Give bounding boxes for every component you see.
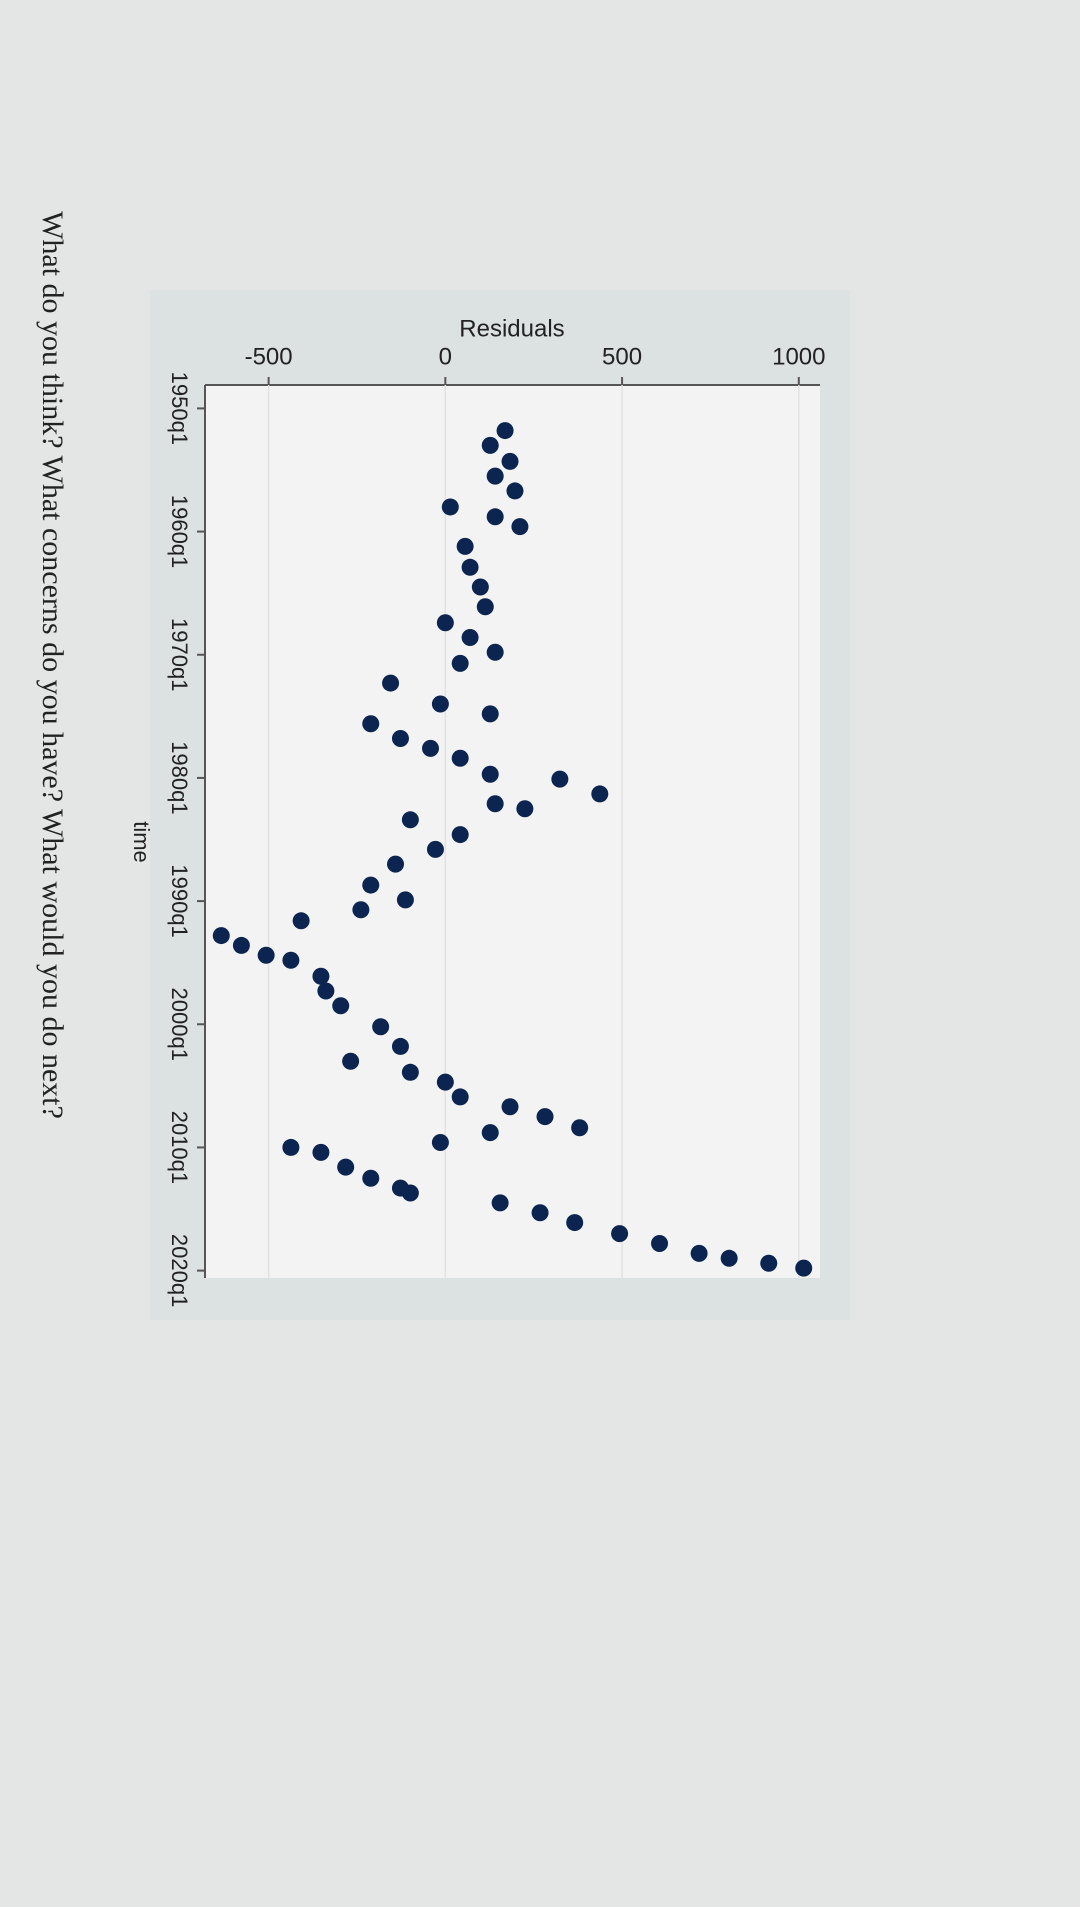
data-point	[536, 1108, 554, 1126]
data-point	[486, 467, 504, 485]
x-tick-label: 2000q1	[167, 988, 192, 1061]
data-point	[451, 749, 469, 767]
data-point	[401, 811, 419, 829]
data-point	[760, 1254, 778, 1272]
data-point	[511, 518, 529, 536]
data-point	[362, 715, 380, 733]
y-tick-label: 0	[439, 343, 452, 370]
data-point	[337, 1158, 355, 1176]
data-point	[476, 598, 494, 616]
data-point	[401, 1184, 419, 1202]
x-tick-label: 1980q1	[167, 741, 192, 814]
data-point	[451, 654, 469, 672]
data-point	[312, 1143, 330, 1161]
data-point	[611, 1225, 629, 1243]
data-point	[391, 730, 409, 748]
data-point	[456, 537, 474, 555]
data-point	[422, 739, 439, 757]
data-point	[352, 901, 370, 919]
question-text: What do you think? What concerns do you …	[36, 211, 69, 1119]
x-axis-label: time	[129, 821, 154, 863]
data-point	[431, 1134, 449, 1152]
data-point	[426, 840, 444, 858]
y-tick-label: -500	[245, 343, 293, 370]
data-point	[651, 1235, 669, 1253]
data-point	[436, 1073, 454, 1091]
data-point	[342, 1052, 360, 1070]
data-point	[486, 508, 504, 526]
data-point	[396, 891, 414, 909]
x-tick-label: 2020q1	[167, 1234, 192, 1307]
data-point	[431, 695, 449, 713]
data-point	[481, 705, 499, 723]
x-tick-label: 2010q1	[167, 1111, 192, 1184]
data-point	[501, 452, 519, 470]
data-point	[481, 1124, 499, 1142]
data-point	[257, 946, 275, 964]
data-point	[362, 1169, 380, 1187]
y-tick-label: 1000	[772, 343, 825, 370]
data-point	[282, 1138, 300, 1156]
data-point	[461, 558, 479, 576]
data-point	[506, 482, 524, 500]
data-point	[531, 1204, 549, 1222]
data-point	[282, 951, 300, 969]
plot-area	[205, 385, 820, 1278]
data-point	[566, 1214, 584, 1232]
data-point	[362, 876, 380, 894]
data-point	[382, 674, 400, 692]
x-tick-label: 1990q1	[167, 864, 192, 937]
data-point	[551, 770, 569, 788]
data-point	[516, 800, 534, 818]
data-point	[372, 1018, 390, 1036]
data-point	[391, 1037, 409, 1055]
y-tick-label: 500	[602, 343, 642, 370]
data-point	[486, 795, 504, 813]
data-point	[212, 927, 230, 945]
data-point	[591, 785, 609, 803]
data-point	[461, 629, 479, 647]
data-point	[317, 982, 335, 1000]
data-point	[401, 1063, 419, 1081]
data-point	[795, 1259, 813, 1277]
data-point	[481, 436, 499, 454]
data-point	[451, 826, 469, 844]
data-point	[720, 1249, 738, 1267]
x-tick-label: 1960q1	[167, 495, 192, 568]
data-point	[436, 614, 454, 632]
data-point	[292, 912, 310, 930]
x-tick-label: 1970q1	[167, 618, 192, 691]
data-point	[496, 422, 514, 440]
data-point	[451, 1088, 469, 1106]
data-point	[232, 936, 250, 954]
data-point	[481, 765, 499, 783]
data-point	[332, 997, 350, 1015]
data-point	[501, 1098, 519, 1116]
data-point	[312, 967, 330, 985]
data-point	[491, 1194, 509, 1212]
data-point	[471, 578, 489, 596]
data-point	[690, 1244, 708, 1262]
data-point	[441, 498, 459, 516]
data-point	[486, 643, 504, 661]
data-point	[387, 855, 405, 873]
y-axis-label: Residuals	[459, 315, 564, 342]
data-point	[571, 1119, 589, 1137]
x-tick-label: 1950q1	[167, 372, 192, 445]
